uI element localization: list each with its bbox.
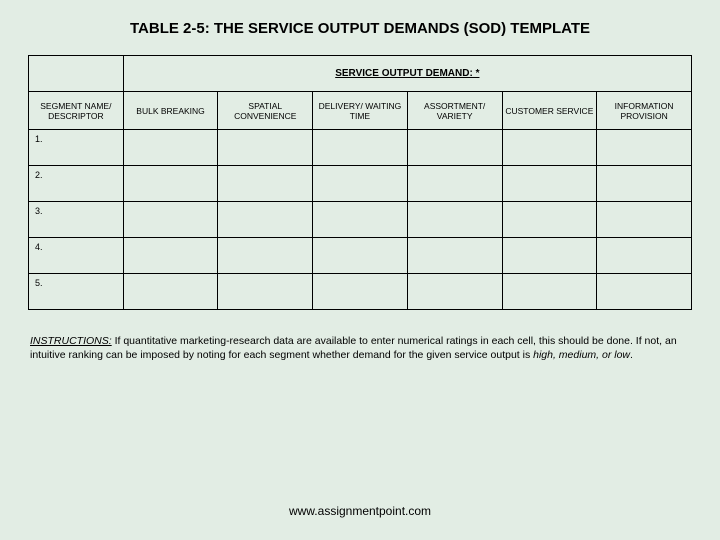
row-2-label: 2. <box>29 166 124 202</box>
cell <box>313 130 408 166</box>
cell <box>218 166 313 202</box>
col-delivery-waiting: DELIVERY/ WAITING TIME <box>313 92 408 130</box>
row-3-label: 3. <box>29 202 124 238</box>
cell <box>123 202 218 238</box>
col-segment-name: SEGMENT NAME/ DESCRIPTOR <box>29 92 124 130</box>
instructions-end: . <box>630 349 633 361</box>
cell <box>407 238 502 274</box>
cell <box>407 166 502 202</box>
blank-header-cell <box>29 56 124 92</box>
cell <box>407 202 502 238</box>
table-row: 1. <box>29 130 692 166</box>
col-assortment-variety: ASSORTMENT/ VARIETY <box>407 92 502 130</box>
cell <box>597 238 692 274</box>
cell <box>597 274 692 310</box>
instructions-label: INSTRUCTIONS: <box>30 335 112 347</box>
column-header-row: SEGMENT NAME/ DESCRIPTOR BULK BREAKING S… <box>29 92 692 130</box>
cell <box>407 274 502 310</box>
row-1-label: 1. <box>29 130 124 166</box>
cell <box>502 202 597 238</box>
cell <box>123 166 218 202</box>
span-header-row: SERVICE OUTPUT DEMAND: * <box>29 56 692 92</box>
cell <box>502 166 597 202</box>
table-row: 2. <box>29 166 692 202</box>
table-row: 3. <box>29 202 692 238</box>
cell <box>597 166 692 202</box>
sod-table: SERVICE OUTPUT DEMAND: * SEGMENT NAME/ D… <box>28 55 692 310</box>
cell <box>218 202 313 238</box>
cell <box>123 274 218 310</box>
col-information-provision: INFORMATION PROVISION <box>597 92 692 130</box>
cell <box>313 202 408 238</box>
row-4-label: 4. <box>29 238 124 274</box>
table-row: 5. <box>29 274 692 310</box>
cell <box>123 238 218 274</box>
instructions-italic: high, medium, or low <box>533 349 630 361</box>
cell <box>502 130 597 166</box>
cell <box>218 238 313 274</box>
cell <box>313 166 408 202</box>
table-container: SERVICE OUTPUT DEMAND: * SEGMENT NAME/ D… <box>0 55 720 310</box>
cell <box>407 130 502 166</box>
col-spatial-convenience: SPATIAL CONVENIENCE <box>218 92 313 130</box>
row-5-label: 5. <box>29 274 124 310</box>
instructions-block: INSTRUCTIONS: If quantitative marketing-… <box>0 310 720 362</box>
cell <box>597 202 692 238</box>
cell <box>123 130 218 166</box>
cell <box>502 238 597 274</box>
col-customer-service: CUSTOMER SERVICE <box>502 92 597 130</box>
cell <box>597 130 692 166</box>
service-output-demand-header: SERVICE OUTPUT DEMAND: * <box>123 56 691 92</box>
cell <box>218 130 313 166</box>
cell <box>313 274 408 310</box>
table-title: TABLE 2-5: THE SERVICE OUTPUT DEMANDS (S… <box>0 0 720 55</box>
cell <box>313 238 408 274</box>
cell <box>218 274 313 310</box>
table-row: 4. <box>29 238 692 274</box>
footer-url: www.assignmentpoint.com <box>0 504 720 518</box>
cell <box>502 274 597 310</box>
col-bulk-breaking: BULK BREAKING <box>123 92 218 130</box>
